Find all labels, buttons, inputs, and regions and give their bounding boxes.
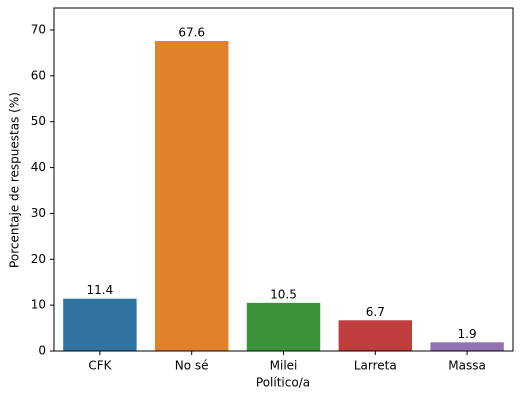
data-label: 67.6 [178,26,205,40]
x-tick-label: CFK [88,359,112,373]
y-tick-label: 0 [38,344,46,358]
data-label: 11.4 [87,283,114,297]
y-tick-label: 40 [31,160,46,174]
x-tick-label: No sé [175,359,209,373]
x-tick-label: Larreta [354,359,397,373]
bar [430,342,504,351]
y-tick-label: 70 [31,23,46,37]
data-label: 1.9 [458,327,477,341]
bar [154,41,229,351]
y-tick-label: 30 [31,206,46,220]
y-tick-label: 20 [31,252,46,266]
plot-frame [53,7,514,352]
y-axis-label: Porcentaje de respuestas (%) [8,92,22,268]
data-label: 10.5 [270,287,297,301]
y-tick-label: 50 [31,114,46,128]
bar [246,302,321,351]
x-tick-label: Milei [270,359,298,373]
y-tick-label: 60 [31,68,46,82]
y-tick-label: 10 [31,298,46,312]
data-label: 6.7 [366,305,385,319]
bar [338,320,413,351]
bar [63,298,137,351]
x-axis-label: Político/a [256,376,310,390]
x-tick-label: Massa [448,359,486,373]
